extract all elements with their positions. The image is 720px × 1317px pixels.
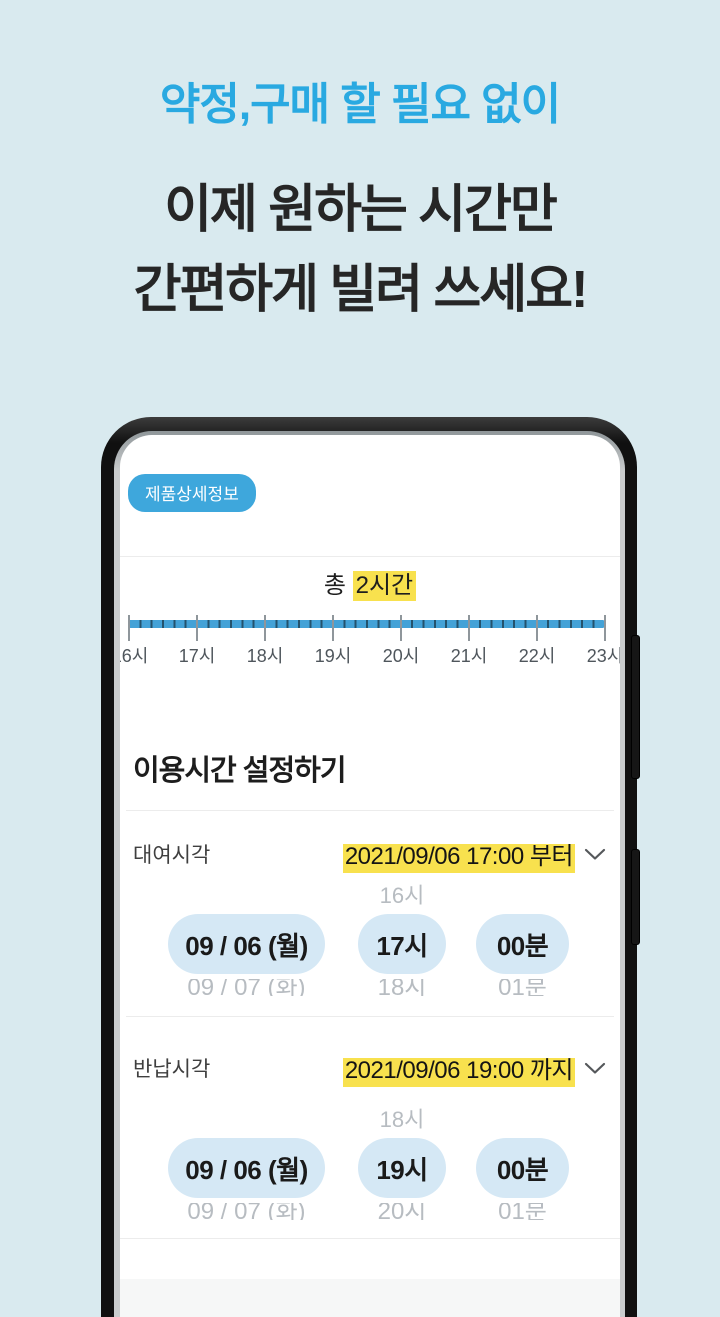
divider <box>126 1016 614 1017</box>
ruler-hour-label: 16시 <box>120 646 149 666</box>
hero-subtitle: 약정,구매 할 필요 없이 <box>159 80 561 129</box>
ruler-hour-label: 17시 <box>178 646 216 666</box>
return-picker-ghost-bottom-row: 09 / 07 (화) 20시 01분 <box>133 1203 607 1220</box>
rental-ghost-date-next[interactable]: 09 / 07 (화) <box>187 979 306 996</box>
ruler-tick <box>128 615 130 641</box>
return-hour-pill[interactable]: 19시 <box>358 1138 446 1198</box>
chevron-down-icon[interactable] <box>584 847 606 861</box>
phone-volume-button <box>631 635 640 779</box>
total-duration-highlight: 2시간 <box>352 571 417 601</box>
rental-time-value[interactable]: 2021/09/06 17:00 부터 <box>342 835 575 873</box>
ruler-hour-label: 20시 <box>382 646 420 666</box>
return-minute-pill[interactable]: 00분 <box>476 1138 569 1198</box>
chevron-down-icon[interactable] <box>584 1061 606 1075</box>
section-title: 이용시간 설정하기 <box>133 755 347 787</box>
ruler-tick <box>196 615 198 641</box>
rental-picker-ghost-bottom-row: 09 / 07 (화) 18시 01분 <box>133 979 607 996</box>
divider <box>120 556 620 557</box>
rental-ghost-hour-next[interactable]: 18시 <box>377 979 427 996</box>
phone-mockup: 제품상세정보 총 2시간 16시 17시 18시 19시 20시 <box>101 417 640 1317</box>
rental-ghost-minute-next[interactable]: 01분 <box>498 979 547 996</box>
ruler-hour-label: 21시 <box>450 646 488 666</box>
return-picker-ghost-top-row: 18시 <box>133 1108 607 1132</box>
phone-rim: 제품상세정보 총 2시간 16시 17시 18시 19시 20시 <box>114 431 625 1317</box>
rental-date-pill[interactable]: 09 / 06 (월) <box>168 914 325 974</box>
rental-time-row: 대여시각 2021/09/06 17:00 부터 <box>133 835 606 873</box>
return-ghost-date-next[interactable]: 09 / 07 (화) <box>187 1203 306 1220</box>
return-date-pill[interactable]: 09 / 06 (월) <box>168 1138 325 1198</box>
ruler-hour-label: 23시 <box>586 646 620 666</box>
return-ghost-hour-next[interactable]: 20시 <box>377 1203 427 1220</box>
next-section-background <box>120 1279 620 1317</box>
ruler-hour-label: 19시 <box>314 646 352 666</box>
ruler-hour-label: 22시 <box>518 646 556 666</box>
phone-power-button <box>631 849 640 945</box>
return-time-dropdown[interactable]: 2021/09/06 19:00 까지 <box>342 1049 606 1087</box>
rental-picker-ghost-top-row: 16시 <box>133 884 607 908</box>
ruler-tick <box>468 615 470 641</box>
divider <box>126 810 614 811</box>
total-duration: 총 2시간 <box>120 569 620 603</box>
ruler-tick <box>536 615 538 641</box>
ruler-tick <box>400 615 402 641</box>
return-picker-selected-row: 09 / 06 (월) 19시 00분 <box>133 1138 607 1198</box>
rental-time-picker[interactable]: 16시 09 / 06 (월) 17시 00분 09 / 07 (화) 18시 … <box>120 884 620 996</box>
hero-title-line1: 이제 원하는 시간만 <box>164 181 558 239</box>
ruler-tick <box>332 615 334 641</box>
return-ghost-minute-next[interactable]: 01분 <box>498 1203 547 1220</box>
ruler-tick <box>264 615 266 641</box>
hero-title: 이제 원하는 시간만 간편하게 빌려 쓰세요! <box>0 170 720 330</box>
ruler-hour-label: 18시 <box>246 646 284 666</box>
return-time-row: 반납시각 2021/09/06 19:00 까지 <box>133 1049 606 1087</box>
rental-picker-selected-row: 09 / 06 (월) 17시 00분 <box>133 914 607 974</box>
return-time-value[interactable]: 2021/09/06 19:00 까지 <box>342 1049 575 1087</box>
phone-screen: 제품상세정보 총 2시간 16시 17시 18시 19시 20시 <box>120 435 620 1317</box>
rental-minute-pill[interactable]: 00분 <box>476 914 569 974</box>
return-time-label: 반납시각 <box>133 1058 211 1081</box>
ruler-tick <box>604 615 606 641</box>
product-detail-button[interactable]: 제품상세정보 <box>128 474 256 512</box>
rental-time-label: 대여시각 <box>133 844 211 867</box>
return-ghost-hour-prev[interactable]: 18시 <box>379 1108 425 1132</box>
rental-hour-pill[interactable]: 17시 <box>358 914 446 974</box>
rental-time-dropdown[interactable]: 2021/09/06 17:00 부터 <box>342 835 606 873</box>
return-time-picker[interactable]: 18시 09 / 06 (월) 19시 00분 09 / 07 (화) 20시 … <box>120 1108 620 1220</box>
rental-ghost-hour-prev[interactable]: 16시 <box>379 884 425 908</box>
hero-section: 약정,구매 할 필요 없이 이제 원하는 시간만 간편하게 빌려 쓰세요! <box>0 0 720 330</box>
time-ruler: 16시 17시 18시 19시 20시 21시 22시 23시 <box>120 615 620 666</box>
hero-title-line2: 간편하게 빌려 쓰세요! <box>133 261 589 319</box>
divider <box>120 1238 620 1239</box>
total-duration-prefix: 총 <box>323 572 353 599</box>
time-ruler-bar <box>128 620 604 628</box>
